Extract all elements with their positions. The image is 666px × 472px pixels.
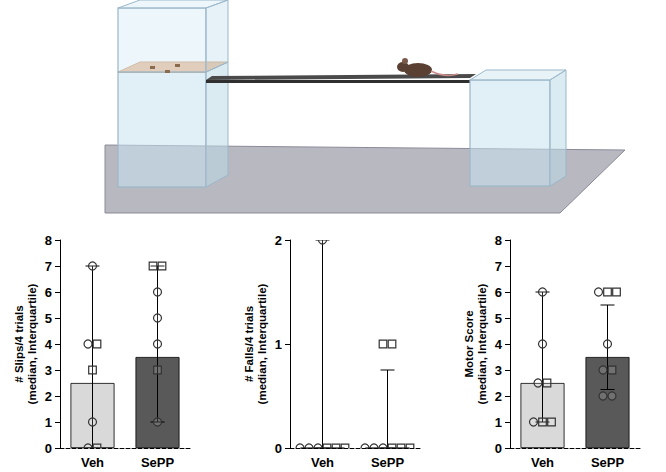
svg-text:# Falls/4 trials: # Falls/4 trials xyxy=(243,306,255,382)
svg-text:SePP: SePP xyxy=(591,455,625,470)
svg-text:2: 2 xyxy=(275,233,282,248)
svg-text:SePP: SePP xyxy=(141,455,175,470)
svg-text:Motor Score: Motor Score xyxy=(463,310,475,377)
svg-text:(median, Interquartile): (median, Interquartile) xyxy=(256,283,268,404)
svg-text:5: 5 xyxy=(45,311,52,326)
svg-text:0: 0 xyxy=(45,441,52,456)
svg-text:4: 4 xyxy=(45,337,53,352)
svg-text:(median, Interquartile): (median, Interquartile) xyxy=(26,283,38,404)
svg-text:5: 5 xyxy=(495,311,502,326)
svg-text:(median, Interquartile): (median, Interquartile) xyxy=(476,283,488,404)
svg-text:2: 2 xyxy=(495,389,502,404)
svg-text:Veh: Veh xyxy=(531,455,554,470)
svg-text:1: 1 xyxy=(495,415,502,430)
svg-text:0: 0 xyxy=(495,441,502,456)
svg-text:2: 2 xyxy=(45,389,52,404)
svg-text:7: 7 xyxy=(45,259,52,274)
svg-text:Veh: Veh xyxy=(81,455,104,470)
svg-text:SePP: SePP xyxy=(371,455,405,470)
svg-text:# Slips/4 trials: # Slips/4 trials xyxy=(13,305,25,382)
svg-text:8: 8 xyxy=(45,233,52,248)
svg-text:8: 8 xyxy=(495,233,502,248)
svg-text:4: 4 xyxy=(495,337,503,352)
svg-text:3: 3 xyxy=(45,363,52,378)
svg-text:6: 6 xyxy=(495,285,502,300)
svg-text:1: 1 xyxy=(275,337,282,352)
svg-text:0: 0 xyxy=(275,441,282,456)
svg-text:6: 6 xyxy=(45,285,52,300)
svg-text:3: 3 xyxy=(495,363,502,378)
svg-text:1: 1 xyxy=(45,415,52,430)
svg-text:7: 7 xyxy=(495,259,502,274)
svg-text:Veh: Veh xyxy=(311,455,334,470)
